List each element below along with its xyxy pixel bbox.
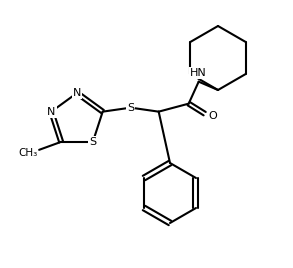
Text: HN: HN — [190, 68, 207, 78]
Text: S: S — [89, 137, 96, 147]
Text: N: N — [47, 107, 55, 117]
Text: N: N — [73, 88, 81, 98]
Text: CH₃: CH₃ — [18, 148, 37, 158]
Text: S: S — [127, 103, 134, 113]
Text: O: O — [209, 111, 217, 121]
